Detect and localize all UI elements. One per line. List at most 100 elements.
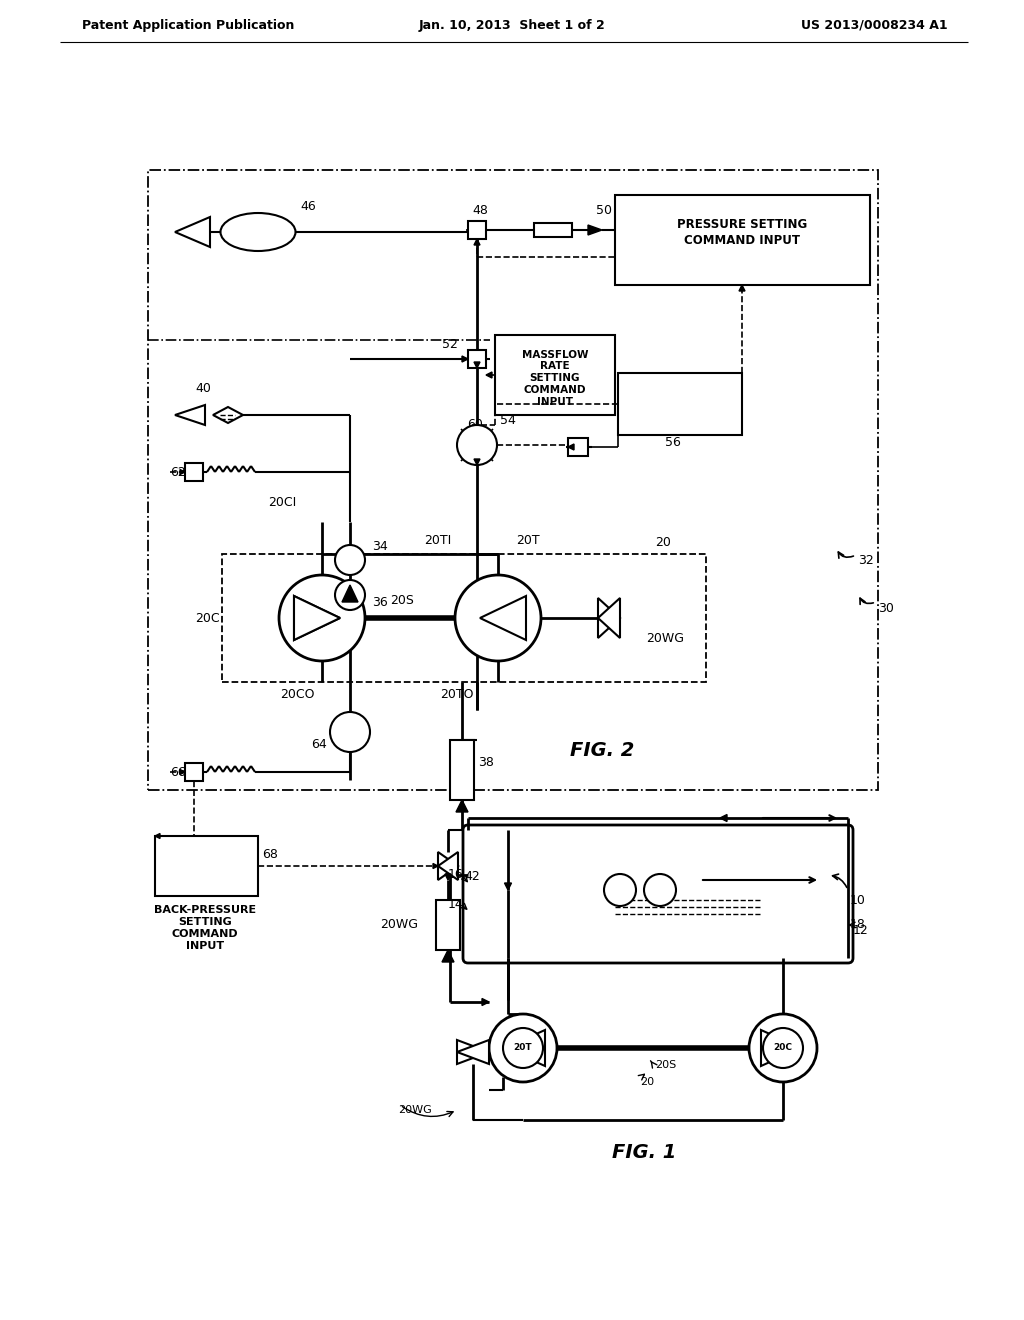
Polygon shape [474,362,480,368]
Text: PRESSURE SETTING: PRESSURE SETTING [677,218,807,231]
Text: 20: 20 [640,1077,654,1086]
Circle shape [330,711,370,752]
Polygon shape [588,224,602,235]
Text: 20WG: 20WG [380,919,418,932]
Text: 20: 20 [655,536,671,549]
Text: 68: 68 [262,847,278,861]
Circle shape [749,1014,817,1082]
Circle shape [457,425,497,465]
Polygon shape [505,1030,545,1067]
Bar [618,374,742,436]
Polygon shape [175,405,205,425]
Bar [468,220,486,239]
Bar [185,763,203,781]
Text: 16: 16 [447,869,463,882]
Circle shape [279,576,365,661]
Circle shape [763,1028,803,1068]
Polygon shape [180,470,185,474]
Polygon shape [180,770,185,775]
Polygon shape [474,239,480,246]
Circle shape [644,874,676,906]
Text: COMMAND: COMMAND [523,385,587,395]
Polygon shape [568,444,574,450]
Text: 54: 54 [500,413,516,426]
Bar [222,554,706,682]
Text: COMMAND INPUT: COMMAND INPUT [684,234,800,247]
Circle shape [335,545,365,576]
Bar [450,741,474,800]
Text: 20CI: 20CI [268,495,296,508]
Polygon shape [456,800,468,812]
Polygon shape [294,597,340,640]
Polygon shape [474,459,480,465]
Text: MASSFLOW: MASSFLOW [522,350,588,360]
Text: 52: 52 [442,338,458,351]
Polygon shape [433,863,438,869]
Text: 20WG: 20WG [398,1105,432,1115]
Text: Patent Application Publication: Patent Application Publication [82,18,294,32]
Polygon shape [598,598,620,638]
Bar [148,170,878,789]
Polygon shape [438,851,458,880]
Bar [615,195,870,285]
Polygon shape [739,285,745,290]
Text: 50: 50 [596,203,612,216]
Text: 20S: 20S [390,594,414,606]
Polygon shape [294,597,340,640]
Text: 60: 60 [467,418,483,432]
Polygon shape [213,407,243,422]
Polygon shape [175,216,210,247]
Polygon shape [482,998,489,1006]
Text: FIG. 2: FIG. 2 [570,741,635,759]
Ellipse shape [220,213,296,251]
Text: BACK-PRESSURE: BACK-PRESSURE [154,906,256,915]
Text: 48: 48 [472,203,487,216]
Circle shape [335,579,365,610]
Polygon shape [486,372,492,378]
Bar [185,463,203,480]
Text: 46: 46 [300,201,315,214]
Circle shape [604,874,636,906]
Polygon shape [598,598,620,638]
Text: COMMAND: COMMAND [172,929,239,939]
Circle shape [489,1014,557,1082]
Polygon shape [445,874,451,880]
Polygon shape [720,814,727,821]
Polygon shape [457,1040,489,1064]
Polygon shape [480,597,526,640]
Bar [534,223,572,238]
Text: 20WG: 20WG [646,631,684,644]
Bar [495,335,615,414]
Text: 42: 42 [464,870,480,883]
Text: SETTING: SETTING [529,374,581,383]
Text: 20TI: 20TI [424,533,452,546]
Bar [568,438,588,455]
Polygon shape [342,585,358,602]
Polygon shape [442,950,454,962]
Text: INPUT: INPUT [186,941,224,950]
Text: 20CO: 20CO [280,689,314,701]
Text: 56: 56 [665,436,681,449]
Text: 20C: 20C [195,611,219,624]
Text: Jan. 10, 2013  Sheet 1 of 2: Jan. 10, 2013 Sheet 1 of 2 [419,18,605,32]
Text: 34: 34 [372,540,388,553]
Text: 20T: 20T [514,1044,532,1052]
Polygon shape [462,356,468,362]
Text: 18: 18 [850,919,866,932]
Text: 64: 64 [311,738,327,751]
Bar [436,900,460,950]
Text: 20T: 20T [516,533,540,546]
Text: 20S: 20S [655,1060,676,1071]
Text: FIG. 1: FIG. 1 [612,1143,677,1162]
Text: SETTING: SETTING [178,917,231,927]
Bar [155,836,258,896]
Bar [468,350,486,368]
Text: RATE: RATE [541,360,569,371]
FancyBboxPatch shape [463,825,853,964]
Text: 36: 36 [372,595,388,609]
Polygon shape [761,1030,801,1067]
Text: 40: 40 [195,381,211,395]
Text: 14: 14 [447,899,463,912]
Polygon shape [438,851,458,880]
Text: 38: 38 [478,755,494,768]
